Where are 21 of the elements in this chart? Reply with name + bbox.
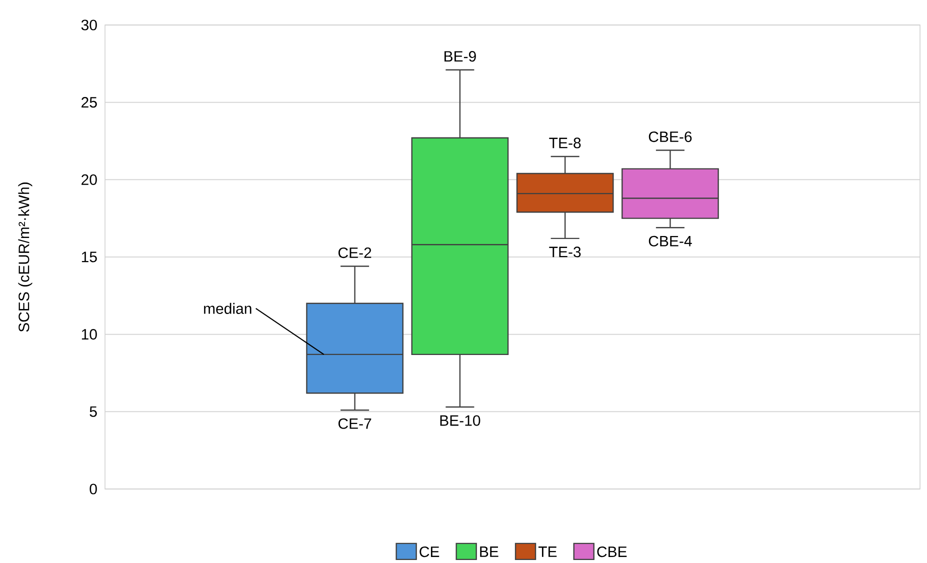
annotation: BE-9 xyxy=(444,51,476,62)
annotation: BE-10 xyxy=(440,415,480,426)
annotation: CE-7 xyxy=(338,418,372,429)
y-tick-label: 5 xyxy=(90,406,97,417)
annotation: TE-3 xyxy=(549,246,581,258)
annotation: CE-2 xyxy=(338,247,372,258)
y-tick-label: 15 xyxy=(82,252,97,262)
y-tick-label: 0 xyxy=(90,484,97,494)
y-tick-label: 10 xyxy=(82,329,97,340)
y-tick-label: 20 xyxy=(82,174,97,185)
legend-label: BE xyxy=(480,546,498,557)
y-axis-title: SCES (cEUR/m²·kWh) xyxy=(18,182,32,332)
y-tick-label: 25 xyxy=(82,97,97,108)
legend-label: CE xyxy=(420,546,440,558)
annotation: CBE-4 xyxy=(648,236,692,246)
y-tick-label: 30 xyxy=(81,20,97,30)
annotation: TE-8 xyxy=(549,138,581,148)
legend-label: TE xyxy=(538,546,557,557)
annotation: CBE-6 xyxy=(648,131,692,142)
annotation: median xyxy=(204,302,252,314)
legend-label: CBE xyxy=(597,546,627,558)
